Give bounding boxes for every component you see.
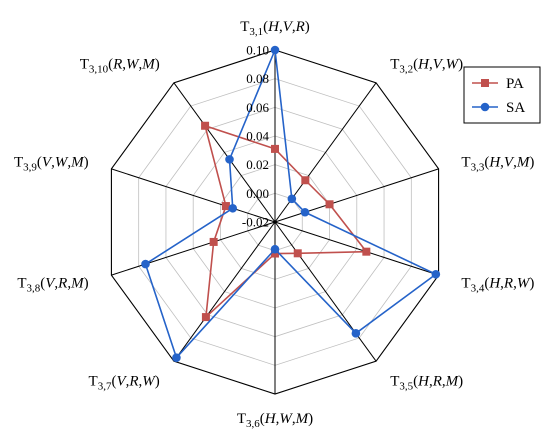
point-sa <box>351 329 361 338</box>
point-sa <box>300 207 310 217</box>
point-sa <box>172 353 181 362</box>
series-line-sa <box>144 49 437 359</box>
axis-label: T3,8(V,R,M) <box>17 276 88 295</box>
axis-label: T3,3(H,V,M) <box>461 154 534 173</box>
spoke-line <box>274 221 439 276</box>
tick-label: 0.00 <box>246 186 269 201</box>
point-pa <box>301 176 310 185</box>
point-pa <box>271 144 279 153</box>
point-pa <box>221 202 230 211</box>
legend-marker-pa <box>481 79 489 87</box>
axis-label: T3,4(H,R,W) <box>461 276 534 295</box>
axis-labels: T3,1(H,V,R) T3,2(H,V,W) T3,3(H,V,M) T3,4(H,… <box>14 19 534 430</box>
axis-label: T3,7(V,R,W) <box>89 374 160 393</box>
tick-label: 0.10 <box>246 43 269 58</box>
point-pa <box>201 313 210 322</box>
point-sa <box>431 269 441 279</box>
legend-label-pa: PA <box>506 76 524 92</box>
axis-label: T3,1(H,V,R) <box>240 19 310 38</box>
point-sa <box>141 259 150 269</box>
legend-marker-sa <box>480 102 490 112</box>
axis-label: T3,5(H,R,M) <box>390 374 463 393</box>
point-pa <box>362 247 371 256</box>
spoke-line <box>173 221 276 362</box>
legend-box <box>463 66 541 124</box>
tick-label: -0.02 <box>242 215 269 230</box>
spoke-line <box>111 168 276 223</box>
point-sa <box>225 155 234 164</box>
axis-label: T3,10(R,W,M) <box>80 56 160 75</box>
legend: PA SA <box>463 66 541 124</box>
radial-tick-labels: -0.02 0.00 0.02 0.04 0.06 0.08 0.10 <box>242 43 270 230</box>
tick-label: 0.06 <box>246 100 269 115</box>
spoke-line <box>111 221 276 276</box>
point-pa <box>325 200 334 209</box>
point-sa <box>228 203 238 213</box>
tick-label: 0.08 <box>246 71 269 86</box>
point-sa <box>287 194 297 204</box>
point-pa <box>209 237 218 246</box>
point-sa <box>270 45 280 55</box>
tick-label: 0.02 <box>246 157 269 172</box>
point-pa <box>201 121 210 130</box>
spoke-line <box>173 82 276 223</box>
point-sa <box>270 244 280 254</box>
axis-label: T3,2(H,V,W) <box>390 56 463 75</box>
legend-label-sa: SA <box>506 100 525 116</box>
axis-label: T3,9(V,W,M) <box>14 154 89 173</box>
axis-label: T3,6(H,W,M) <box>237 411 313 430</box>
tick-label: 0.04 <box>246 129 269 144</box>
spoke-line <box>274 221 377 362</box>
radar-series <box>141 45 441 362</box>
point-pa <box>293 249 302 258</box>
series-line-pa <box>204 124 368 318</box>
